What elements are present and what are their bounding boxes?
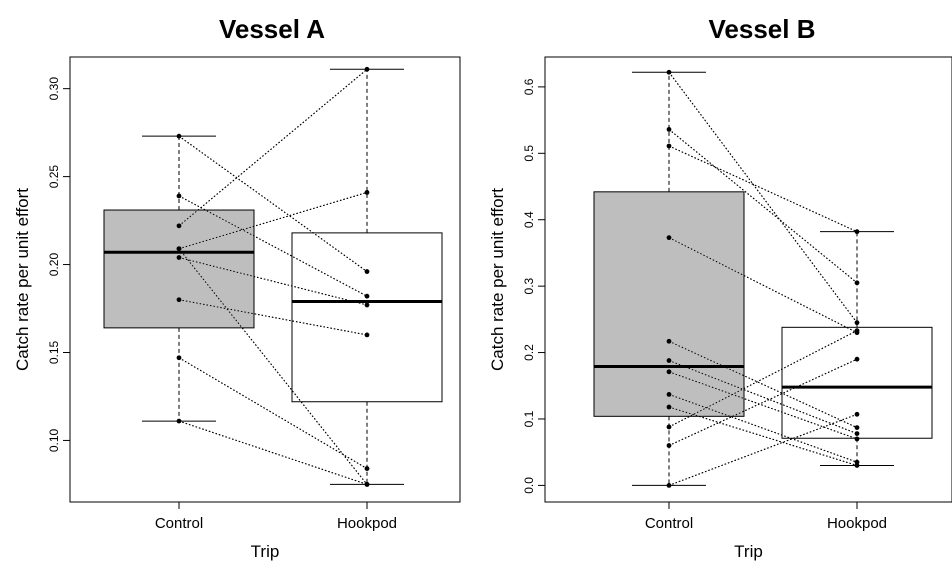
hookpod-point [364,269,370,274]
y-tick-label: 0.5 [522,145,536,162]
hookpod-point [364,466,370,471]
control-point [666,392,672,397]
pair-line-overlay [178,68,368,227]
control-point [176,133,182,139]
x-tick-label: Control [155,515,203,532]
hookpod-point [364,293,370,299]
plot-frame [544,56,952,503]
y-tick-label: 0.2 [522,344,536,361]
control-point [176,418,182,424]
control-point [666,424,672,430]
hookpod-point [854,328,860,334]
hookpod-point [854,431,860,436]
y-tick-label: 0.4 [522,211,536,228]
hookpod-point [364,482,370,487]
y-tick-label: 0.20 [47,253,61,277]
box-hookpod [291,232,443,403]
chart-title: Vessel A [219,14,325,44]
y-tick-label: 0.10 [47,428,61,452]
pair-line-overlay [178,135,368,272]
y-tick-label: 0.0 [522,477,536,494]
pair-line-overlay [178,299,368,336]
y-tick-label: 0.3 [522,277,536,294]
control-point [176,246,182,252]
box-control [103,209,255,329]
hookpod-point [364,66,370,72]
y-tick-label: 0.15 [47,340,61,364]
x-axis-label: Trip [734,542,763,561]
hookpod-point [854,356,860,362]
y-tick-label: 0.25 [47,165,61,189]
y-axis-label: Catch rate per unit effort [488,188,507,371]
pair-line-overlay [178,248,368,485]
hookpod-point [854,229,860,235]
plot-frame [69,56,461,503]
hookpod-point [854,320,860,326]
control-point [666,404,672,410]
control-point [666,126,672,132]
hookpod-point [364,332,370,338]
control-point [666,482,672,488]
pair-line-overlay [668,360,858,435]
control-point [666,443,672,448]
hookpod-point [854,280,860,286]
y-axis-label: Catch rate per unit effort [13,188,32,371]
pair-line-overlay [178,191,368,250]
pair-line-overlay [178,257,368,306]
hookpod-point [854,411,860,417]
hookpod-point [364,302,370,308]
control-point [666,369,672,375]
control-point [666,143,672,149]
hookpod-point [854,436,860,442]
box-control [593,191,745,417]
control-point [176,255,182,260]
panel-vessel-a: Vessel A 0.10 0.15 0.20 0.25 0.30 Control Hookp… [13,14,461,561]
control-point [176,193,182,199]
box-hookpod [781,326,933,439]
control-point [666,358,672,363]
pair-line-overlay [668,145,858,233]
y-tick-label: 0.1 [522,410,536,427]
x-tick-label: Control [645,515,693,532]
control-point [176,223,182,229]
pair-line-overlay [668,406,858,466]
control-point [666,69,672,75]
x-tick-label: Hookpod [827,515,887,532]
pair-line-overlay [178,420,368,485]
pair-line-overlay [668,358,858,446]
pair-line-overlay [668,237,858,334]
control-point [176,355,182,361]
pair-line-overlay [668,340,858,429]
y-tick-label: 0.30 [47,77,61,101]
panel-vessel-b: Vessel B 0.0 0.1 0.2 0.3 0.4 0.5 0.6 Control Hook… [488,14,952,561]
pair-line-overlay [668,330,858,428]
pair-line-overlay [178,195,368,297]
hookpod-point [854,463,860,468]
x-tick-label: Hookpod [337,515,397,532]
control-point [666,338,672,344]
control-point [176,297,182,303]
chart-title: Vessel B [709,14,816,44]
x-axis-label: Trip [251,542,280,561]
y-tick-label: 0.6 [522,78,536,95]
hookpod-point [854,425,860,431]
control-point [666,235,672,241]
hookpod-point [854,459,860,465]
pair-line-overlay [178,357,368,470]
hookpod-point [364,190,370,195]
